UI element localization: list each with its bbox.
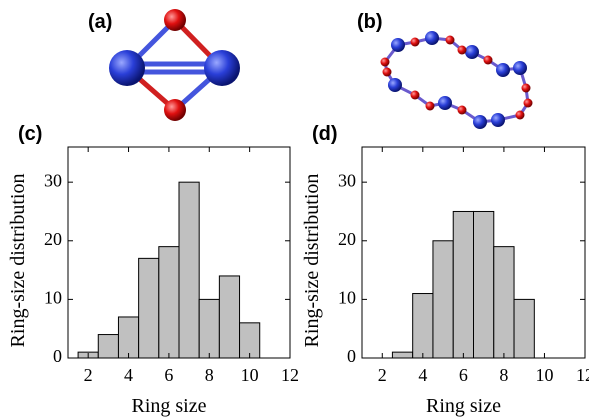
bar (494, 247, 514, 358)
panel-label: (c) (18, 123, 42, 145)
bar (453, 211, 473, 358)
x-tick-label: 6 (459, 365, 468, 385)
bar (139, 258, 159, 358)
x-tick-label: 10 (535, 365, 553, 385)
molecule-a (109, 9, 240, 121)
bar (199, 299, 219, 358)
bar (159, 247, 179, 358)
bar (514, 299, 534, 358)
y-tick-label: 0 (53, 346, 62, 366)
y-axis-label: Ring-size distribution (7, 174, 29, 348)
bar (240, 323, 260, 358)
bar (179, 182, 199, 358)
bar (219, 276, 239, 358)
x-axis-label: Ring size (132, 395, 207, 417)
x-tick-label: 2 (378, 365, 387, 385)
y-tick-label: 10 (44, 288, 62, 308)
bar (413, 294, 433, 358)
panel-label: (a) (88, 11, 112, 33)
bar (98, 335, 118, 358)
x-tick-label: 4 (418, 365, 427, 385)
x-tick-label: 10 (241, 365, 259, 385)
x-axis-label: Ring size (426, 395, 501, 417)
panel-label: (b) (357, 11, 383, 33)
y-tick-label: 10 (338, 288, 356, 308)
bar (474, 211, 494, 358)
panel-label: (d) (312, 123, 338, 145)
x-tick-label: 12 (576, 365, 589, 385)
figure: (a) (b) (c)010203024681012Ring sizeRing-… (0, 0, 589, 420)
x-tick-label: 4 (124, 365, 133, 385)
x-tick-label: 2 (84, 365, 93, 385)
x-tick-label: 12 (281, 365, 299, 385)
y-axis-label: Ring-size distribution (301, 174, 323, 348)
y-tick-label: 0 (347, 346, 356, 366)
bar (392, 352, 412, 358)
y-tick-label: 20 (338, 229, 356, 249)
molecule-b (381, 31, 533, 129)
x-tick-label: 6 (164, 365, 173, 385)
y-tick-label: 20 (44, 229, 62, 249)
y-tick-label: 30 (44, 170, 62, 190)
x-tick-label: 8 (205, 365, 214, 385)
y-tick-label: 30 (338, 170, 356, 190)
bar (433, 241, 453, 358)
bar (118, 317, 138, 358)
x-tick-label: 8 (499, 365, 508, 385)
